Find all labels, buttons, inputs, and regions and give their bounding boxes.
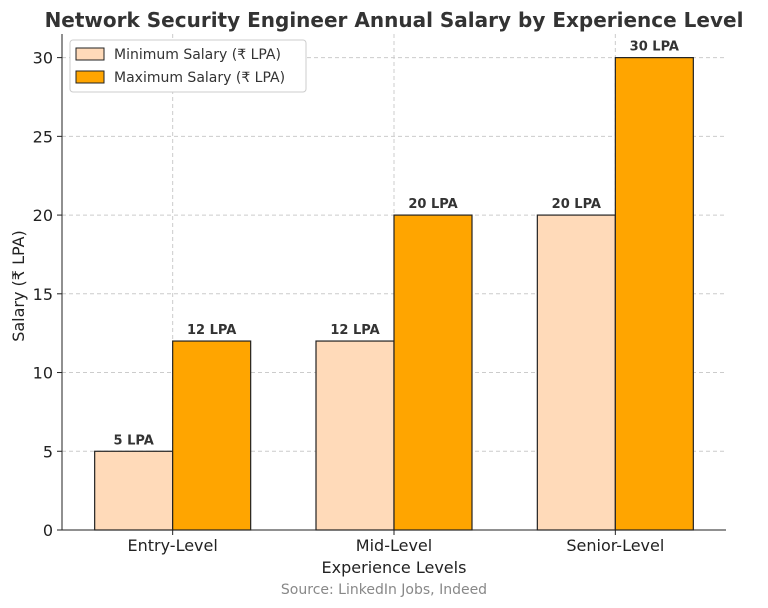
y-tick-label: 5 <box>43 442 53 461</box>
y-axis-ticks: 0 5 10 15 20 25 30 <box>33 49 62 540</box>
legend-label-minimum: Minimum Salary (₹ LPA) <box>114 47 281 63</box>
bar-value-label: 20 LPA <box>408 197 457 212</box>
bar-minimum-mid-level <box>315 340 395 531</box>
bar-labels: 5 LPA 12 LPA 12 LPA 20 LPA 20 LPA 30 LPA <box>114 40 679 449</box>
x-tick-label: Entry-Level <box>128 536 218 555</box>
chart-title: Network Security Engineer Annual Salary … <box>45 8 744 32</box>
bar-value-label: 30 LPA <box>630 40 679 55</box>
x-axis-ticks: Entry-Level Mid-Level Senior-Level <box>128 530 664 555</box>
bar-value-label: 20 LPA <box>552 197 601 212</box>
bar-value-label: 5 LPA <box>114 433 154 448</box>
source-note: Source: LinkedIn Jobs, Indeed <box>281 582 487 598</box>
bar-minimum-entry-level <box>94 450 174 531</box>
legend-swatch-maximum <box>75 70 105 84</box>
legend-label-maximum: Maximum Salary (₹ LPA) <box>114 70 285 86</box>
y-tick-label: 25 <box>33 127 53 146</box>
x-axis-label: Experience Levels <box>322 558 467 577</box>
bar-minimum-senior-level <box>536 214 616 531</box>
bar-maximum-senior-level <box>614 57 694 531</box>
bar-value-label: 12 LPA <box>187 323 236 338</box>
legend: Minimum Salary (₹ LPA) Maximum Salary (₹… <box>69 39 307 93</box>
bar-maximum-entry-level <box>172 340 252 531</box>
y-axis-label: Salary (₹ LPA) <box>9 230 28 342</box>
y-tick-label: 10 <box>33 364 53 383</box>
bar-maximum-mid-level <box>393 214 473 531</box>
y-tick-label: 0 <box>43 521 53 540</box>
legend-swatch-minimum <box>75 47 105 61</box>
x-tick-label: Senior-Level <box>566 536 664 555</box>
bars <box>94 57 694 531</box>
x-tick-label: Mid-Level <box>356 536 432 555</box>
y-tick-label: 30 <box>33 49 53 68</box>
y-tick-label: 20 <box>33 206 53 225</box>
legend-box <box>69 39 307 93</box>
y-tick-label: 15 <box>33 285 53 304</box>
bar-value-label: 12 LPA <box>330 323 379 338</box>
